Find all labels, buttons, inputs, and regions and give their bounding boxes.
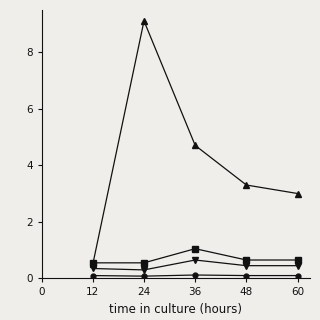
X-axis label: time in culture (hours): time in culture (hours) (109, 303, 243, 316)
